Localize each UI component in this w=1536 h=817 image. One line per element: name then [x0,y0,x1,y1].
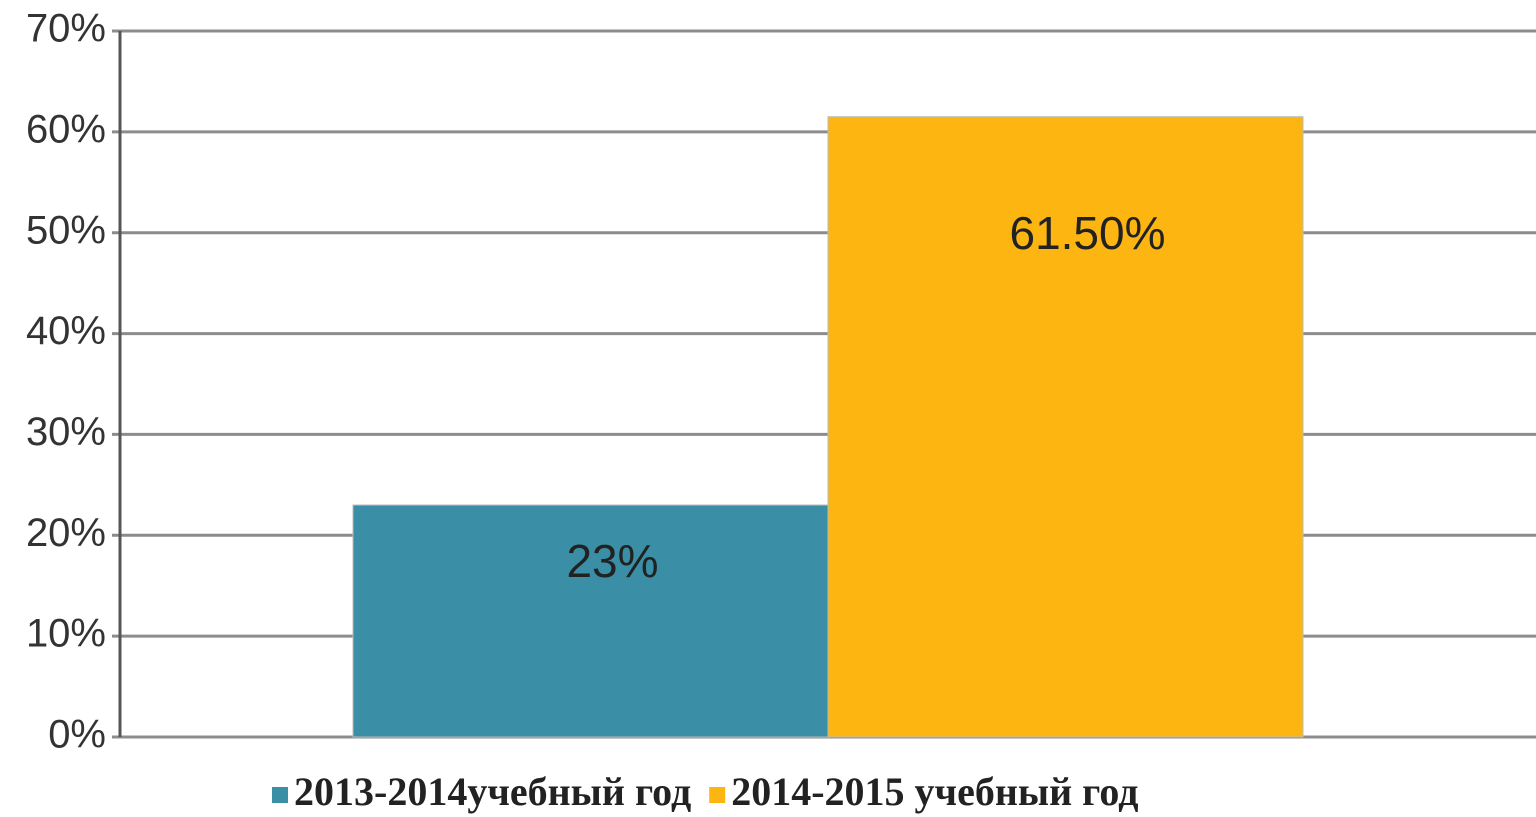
y-tick-label: 30% [26,410,106,454]
legend-swatch [272,787,288,803]
y-tick-label: 0% [48,713,106,757]
y-tick-label: 50% [26,208,106,252]
y-tick-label: 10% [26,612,106,656]
bar [827,116,1304,738]
y-tick-label: 60% [26,107,106,151]
legend-label: 2013-2014учебный год [294,769,691,814]
y-tick-label: 70% [26,7,106,51]
value-label: 23% [566,535,658,587]
legend-label: 2014-2015 учебный год [731,769,1138,814]
value-label: 61.50% [1009,207,1165,259]
y-tick-label: 40% [26,309,106,353]
y-tick-label: 20% [26,511,106,555]
legend-swatch [709,787,726,803]
